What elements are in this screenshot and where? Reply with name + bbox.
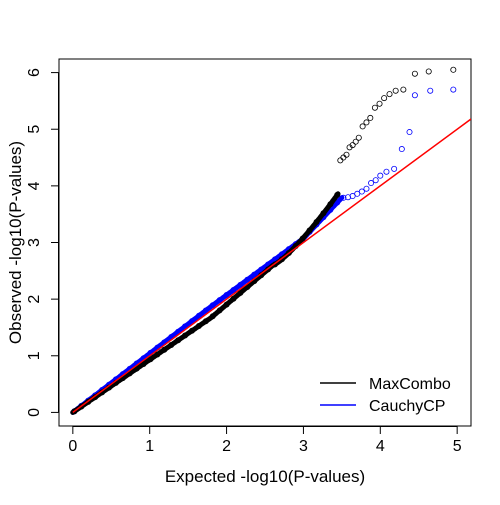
data-point [168,341,175,348]
y-tick-label: 6 [26,68,43,77]
data-point [425,68,432,75]
data-point [406,129,413,136]
data-point [265,266,272,273]
series-cauchycp [70,86,457,415]
y-tick-label: 2 [26,295,43,304]
data-point [216,307,223,314]
data-point [237,289,244,296]
series-maxcombo [70,66,457,415]
legend-label-maxcombo: MaxCombo [369,376,451,393]
data-point [195,323,202,330]
data-point [202,307,209,314]
legend: MaxCombo CauchyCP [320,376,451,415]
data-point [230,295,237,302]
reference-line [72,118,471,414]
data-point [306,227,313,234]
data-point [202,318,209,325]
data-point [363,185,370,192]
data-point [354,190,361,197]
data-point [359,123,366,130]
data-point [377,172,384,179]
data-point [427,87,434,94]
data-point [78,403,85,410]
data-point [411,92,418,99]
data-point [386,91,393,98]
data-point [223,292,230,299]
data-point [244,276,251,283]
axes: 0 1 2 3 4 5 0 1 2 3 4 5 6 [26,68,462,455]
data-point [400,86,407,93]
data-point [349,193,356,200]
data-point [343,151,350,158]
x-tick-label: 4 [376,438,385,455]
x-tick-label: 2 [222,438,231,455]
data-point [450,66,457,73]
data-point [161,346,168,353]
y-tick-label: 3 [26,238,43,247]
data-point [313,219,320,226]
data-point [223,301,230,308]
data-point [209,302,216,309]
data-point [383,168,390,175]
y-tick-label: 5 [26,125,43,134]
data-point [175,337,182,344]
data-point [355,134,362,141]
data-point [271,261,278,268]
data-point [327,201,334,208]
x-axis-title: Expected -log10(P-values) [165,467,365,486]
data-point [188,327,195,334]
data-point [140,360,147,367]
legend-label-cauchycp: CauchyCP [369,398,445,415]
data-point [337,157,344,164]
data-point [381,95,388,102]
data-point [285,250,292,257]
data-point [376,100,383,107]
data-point [363,119,370,126]
data-point [85,398,92,405]
plot-frame [58,58,472,427]
data-point [340,194,347,201]
x-tick-label: 3 [299,438,308,455]
data-point [278,256,285,263]
data-point [147,356,154,363]
data-point [320,210,327,217]
data-point [154,351,161,358]
data-point [372,177,379,184]
data-point [216,297,223,304]
data-point [237,281,244,288]
data-point [334,191,341,198]
data-point [230,286,237,293]
data-point [340,154,347,161]
x-tick-label: 1 [145,438,154,455]
y-tick-label: 4 [26,181,43,190]
data-point [334,199,341,206]
x-tick-label: 0 [68,438,77,455]
y-axis-title: Observed -log10(P-values) [6,141,25,344]
data-point [411,70,418,77]
data-point [368,180,375,187]
x-tick-label: 5 [453,438,462,455]
data-point [450,86,457,93]
data-point [367,114,374,121]
y-tick-label: 1 [26,351,43,360]
data-point [209,313,216,320]
data-point [251,271,258,278]
data-point [71,408,78,415]
data-point [349,142,356,149]
data-point [391,165,398,172]
data-point [392,87,399,94]
plot-area [70,66,471,415]
data-point [299,235,306,242]
data-point [398,146,405,153]
data-point [195,312,202,319]
data-point [352,138,359,145]
data-point [371,104,378,111]
data-point [358,188,365,195]
data-point [182,332,189,339]
y-tick-label: 0 [26,408,43,417]
